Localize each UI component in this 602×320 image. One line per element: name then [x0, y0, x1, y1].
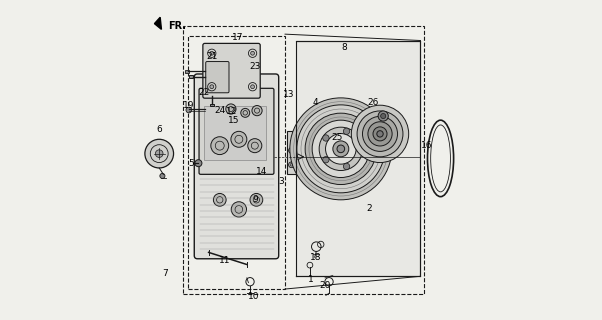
- Circle shape: [213, 194, 226, 206]
- Circle shape: [288, 148, 294, 153]
- Circle shape: [288, 162, 294, 168]
- Circle shape: [231, 131, 247, 147]
- Text: 20: 20: [319, 281, 330, 290]
- Circle shape: [297, 105, 385, 193]
- Circle shape: [195, 160, 202, 167]
- Text: 17: 17: [232, 33, 244, 42]
- Bar: [287, 131, 309, 174]
- Circle shape: [368, 122, 392, 146]
- Circle shape: [296, 162, 302, 168]
- FancyBboxPatch shape: [206, 61, 229, 93]
- Text: 15: 15: [228, 116, 239, 125]
- Text: 1: 1: [308, 275, 314, 284]
- Circle shape: [356, 146, 362, 152]
- Circle shape: [373, 127, 387, 141]
- Circle shape: [380, 114, 386, 119]
- Circle shape: [377, 131, 383, 137]
- Circle shape: [241, 108, 250, 117]
- Circle shape: [352, 105, 409, 163]
- Circle shape: [231, 202, 246, 217]
- Circle shape: [226, 104, 236, 114]
- Text: 11: 11: [219, 256, 231, 265]
- Text: 3: 3: [278, 177, 284, 186]
- Text: 25: 25: [331, 132, 343, 141]
- Circle shape: [252, 106, 262, 116]
- Circle shape: [337, 145, 345, 153]
- Circle shape: [362, 116, 397, 151]
- Text: 4: 4: [312, 98, 318, 107]
- Circle shape: [250, 51, 255, 55]
- Circle shape: [357, 111, 403, 157]
- Text: 23: 23: [249, 61, 261, 70]
- Circle shape: [250, 194, 262, 206]
- Bar: [210, 104, 214, 107]
- Circle shape: [248, 139, 262, 153]
- Circle shape: [319, 127, 362, 171]
- Text: 26: 26: [367, 98, 379, 107]
- Circle shape: [210, 51, 214, 55]
- Text: 2: 2: [367, 204, 372, 213]
- Circle shape: [305, 113, 376, 185]
- Circle shape: [250, 85, 255, 89]
- Bar: [185, 70, 188, 73]
- Text: 22: 22: [198, 88, 209, 97]
- Circle shape: [211, 137, 229, 155]
- Circle shape: [186, 107, 191, 113]
- Circle shape: [210, 85, 214, 89]
- Text: 24: 24: [214, 106, 225, 115]
- Text: 9: 9: [252, 195, 258, 204]
- Text: 14: 14: [255, 167, 267, 176]
- Circle shape: [290, 98, 392, 200]
- Text: 21: 21: [206, 52, 217, 61]
- Circle shape: [296, 148, 302, 153]
- FancyBboxPatch shape: [199, 88, 274, 174]
- Circle shape: [323, 135, 329, 141]
- Circle shape: [312, 120, 370, 178]
- Circle shape: [326, 133, 356, 164]
- Text: 7: 7: [162, 268, 167, 278]
- Circle shape: [343, 163, 350, 170]
- Circle shape: [145, 139, 173, 168]
- Polygon shape: [296, 41, 420, 276]
- Circle shape: [378, 111, 388, 121]
- FancyBboxPatch shape: [203, 44, 260, 98]
- Circle shape: [333, 141, 349, 157]
- Text: 13: 13: [282, 90, 294, 99]
- Text: 16: 16: [421, 141, 433, 150]
- Text: 10: 10: [248, 292, 259, 301]
- Bar: [204, 106, 266, 160]
- Text: 6: 6: [157, 125, 162, 134]
- Text: 5: 5: [188, 159, 194, 168]
- Polygon shape: [155, 17, 161, 29]
- Text: 18: 18: [309, 253, 321, 262]
- Text: 12: 12: [226, 107, 237, 116]
- Bar: [190, 75, 193, 78]
- Circle shape: [323, 156, 329, 163]
- Text: 19: 19: [183, 101, 194, 110]
- Circle shape: [160, 173, 165, 179]
- Text: 8: 8: [341, 43, 347, 52]
- Circle shape: [343, 128, 350, 134]
- FancyBboxPatch shape: [194, 74, 279, 259]
- Text: FR.: FR.: [168, 20, 186, 30]
- Circle shape: [155, 150, 163, 157]
